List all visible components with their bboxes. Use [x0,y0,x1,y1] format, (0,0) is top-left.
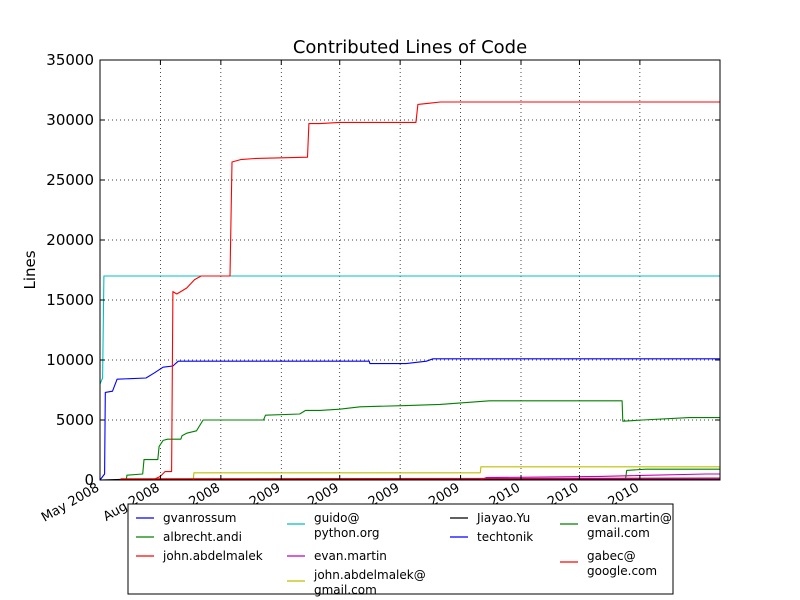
legend-frame [127,503,674,595]
legend-label: albrecht.andi [163,530,242,544]
legend-label: gvanrossum [163,511,237,525]
plot-area-frame [99,59,721,481]
y-axis-label: Lines [21,250,39,289]
legend-label: guido@ python.org [314,511,379,540]
series-line-2 [100,101,720,481]
legend-label: john.abdelmalek@ gmail.com [313,568,426,597]
y-tick-label: 20000 [46,231,94,249]
series-line-3 [99,275,720,385]
grid [100,60,720,480]
series-line-1 [100,400,720,481]
y-tick-label: 0 [84,471,94,489]
legend-label: gabec@ google.com [587,549,657,578]
x-tick-label: May 2008 [39,480,102,525]
legend-label: evan.martin [314,549,387,563]
series-lines [99,101,721,481]
y-tick-label: 30000 [46,111,94,129]
chart-title: Contributed Lines of Code [293,37,527,58]
legend-label: evan.martin@ gmail.com [587,511,672,540]
legend-label: john.abdelmalek [162,549,263,563]
y-tick-label: 10000 [46,351,94,369]
legend: gvanrossum albrecht.andi john.abdelmalek gu… [127,503,674,597]
y-tick-label: 5000 [56,411,94,429]
y-tick-label: 25000 [46,171,94,189]
y-tick-label: 15000 [46,291,94,309]
y-tick-label: 35000 [46,51,94,69]
legend-label: techtonik [477,530,533,544]
series-line-0 [99,358,720,481]
legend-label: Jiayao.Yu [476,511,530,525]
